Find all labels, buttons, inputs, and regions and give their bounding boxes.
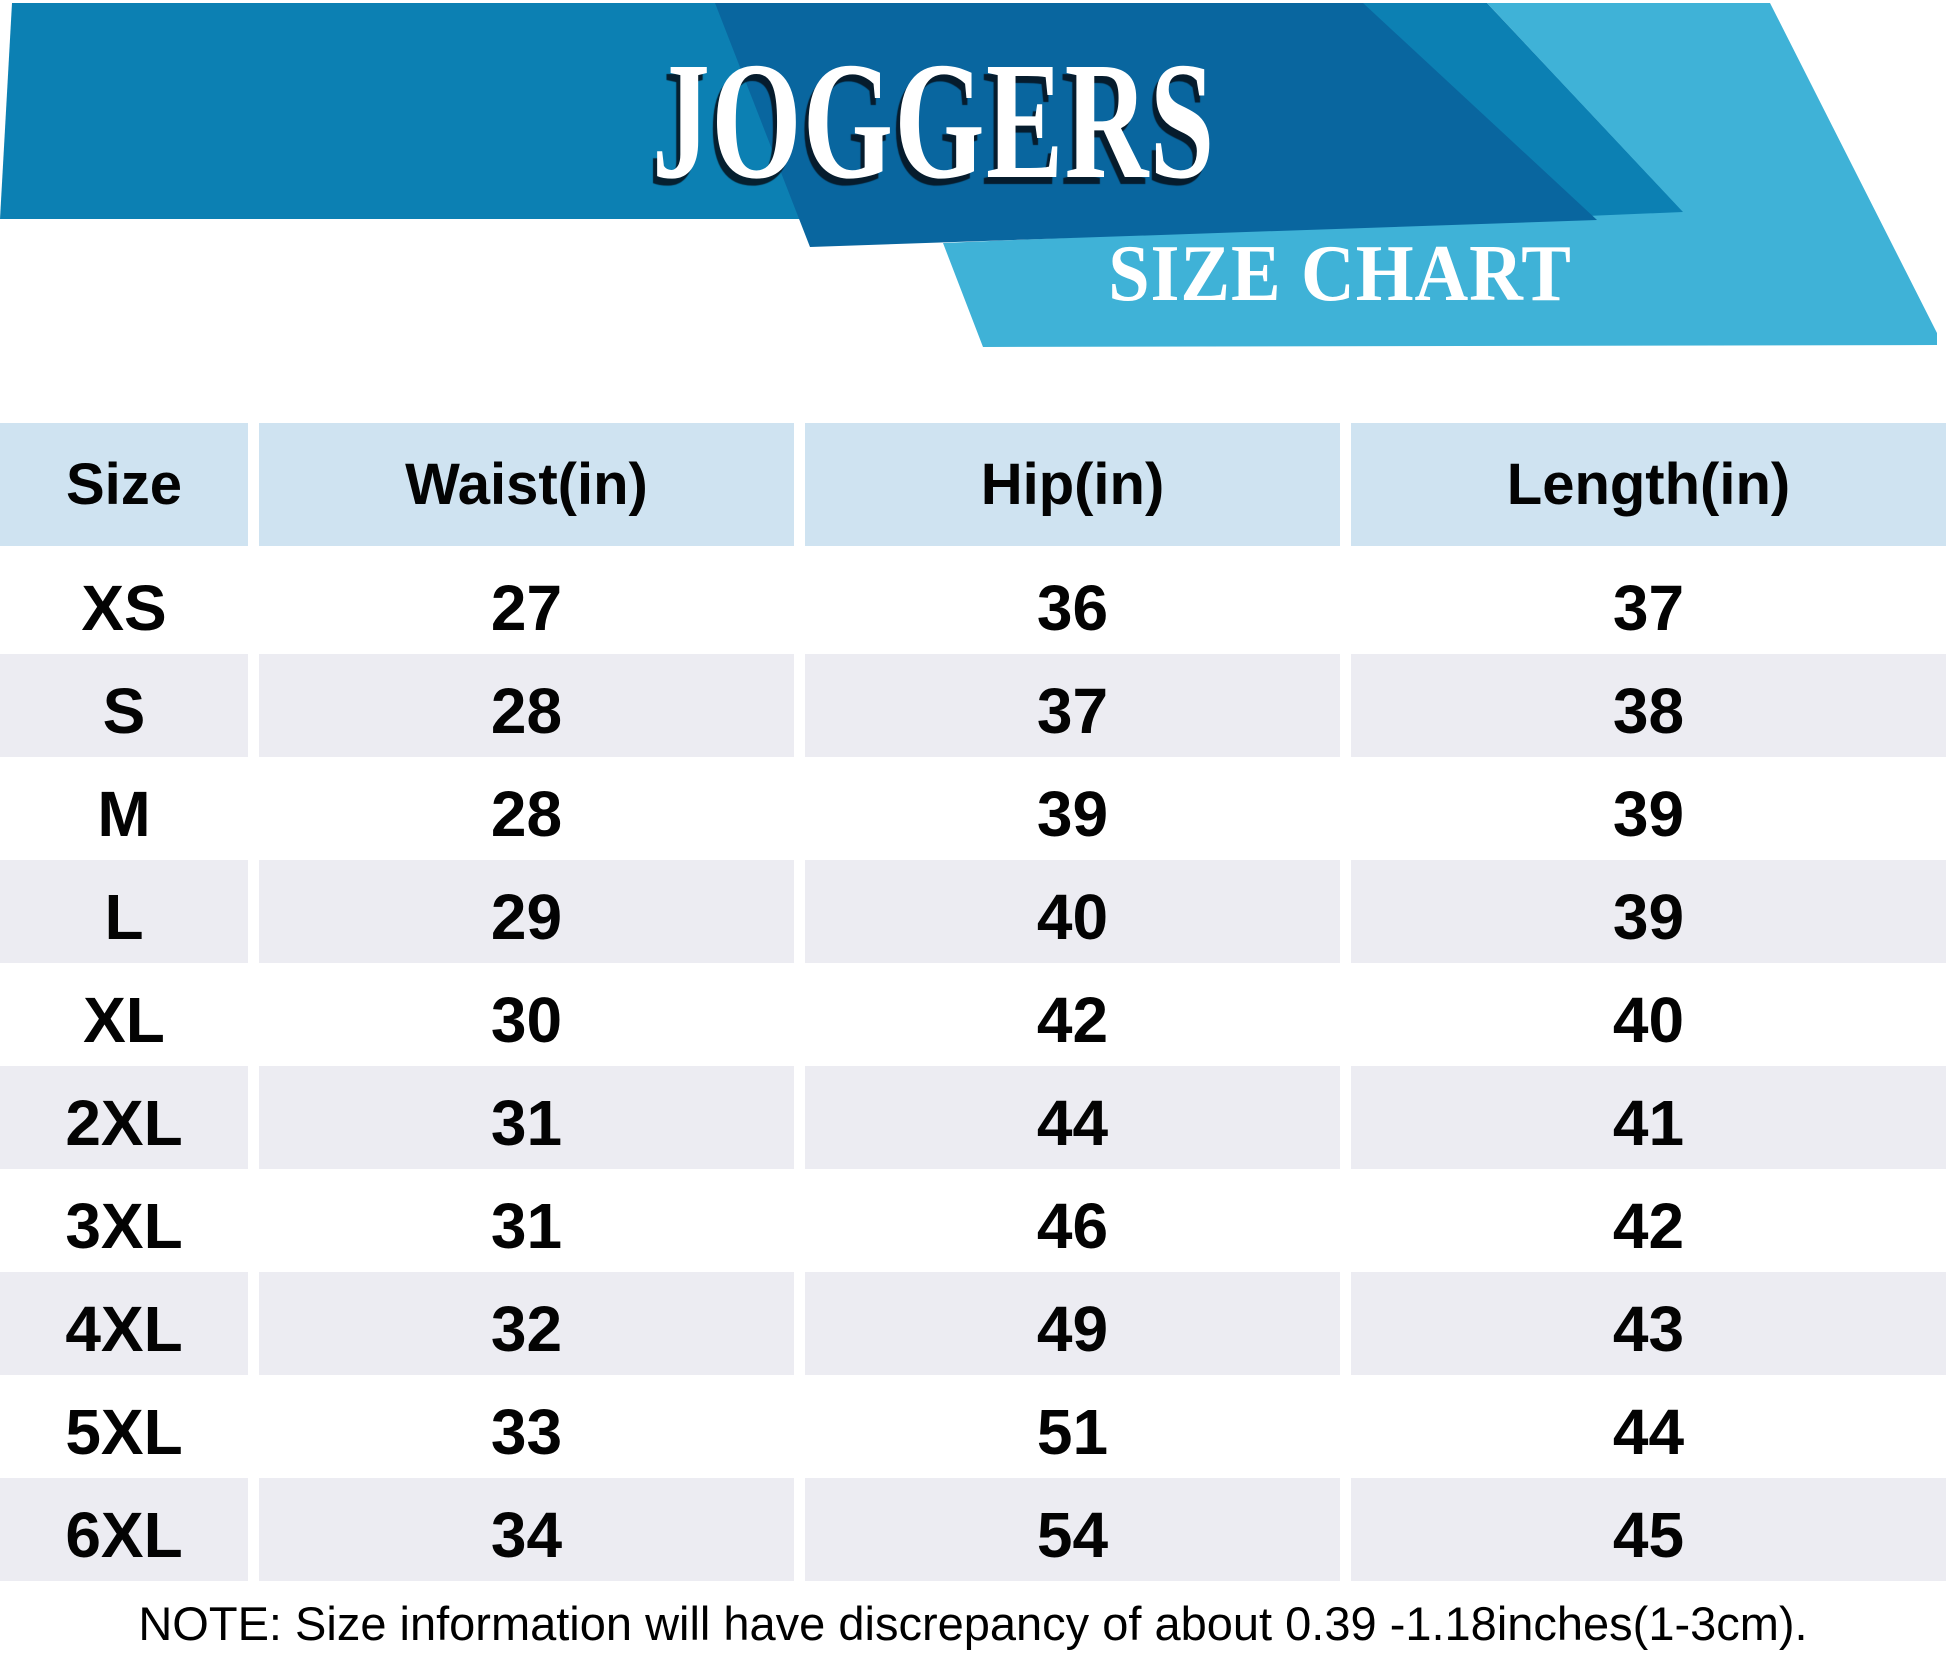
table-value-cell: 38 — [1351, 654, 1946, 757]
table-column-waistin: Waist(in) 27 28 28 29 30 31 31 32 33 34 — [259, 423, 794, 1581]
table-value-cell: 36 — [805, 551, 1340, 654]
size-label-cell: XL — [0, 963, 248, 1066]
table-column-lengthin: Length(in) 37 38 39 39 40 41 42 43 44 45 — [1351, 423, 1946, 1581]
table-column-hipin: Hip(in) 36 37 39 40 42 44 46 49 51 54 — [805, 423, 1340, 1581]
column-header: Length(in) — [1351, 423, 1946, 546]
table-value-cell: 27 — [259, 551, 794, 654]
table-value-cell: 44 — [1351, 1375, 1946, 1478]
page-subtitle: SIZE CHART — [1108, 230, 1572, 318]
table-value-cell: 28 — [259, 757, 794, 860]
size-label-cell: S — [0, 654, 248, 757]
table-value-cell: 54 — [805, 1478, 1340, 1581]
table-column-size: Size XS S M L XL 2XL 3XL 4XL 5XL 6XL — [0, 423, 248, 1581]
table-value-cell: 34 — [259, 1478, 794, 1581]
column-header: Size — [0, 423, 248, 546]
table-value-cell: 39 — [805, 757, 1340, 860]
table-value-cell: 33 — [259, 1375, 794, 1478]
size-label-cell: 6XL — [0, 1478, 248, 1581]
table-value-cell: 41 — [1351, 1066, 1946, 1169]
size-label-cell: M — [0, 757, 248, 860]
page-title: JOGGERS — [652, 28, 1216, 214]
table-value-cell: 31 — [259, 1169, 794, 1272]
table-value-cell: 39 — [1351, 860, 1946, 963]
table-value-cell: 40 — [805, 860, 1340, 963]
size-label-cell: XS — [0, 551, 248, 654]
table-value-cell: 37 — [805, 654, 1340, 757]
size-label-cell: 3XL — [0, 1169, 248, 1272]
table-value-cell: 28 — [259, 654, 794, 757]
table-value-cell: 42 — [805, 963, 1340, 1066]
table-value-cell: 43 — [1351, 1272, 1946, 1375]
size-table: Size XS S M L XL 2XL 3XL 4XL 5XL 6XL Waist(in) 27 28 2… — [0, 423, 1946, 1581]
size-label-cell: 5XL — [0, 1375, 248, 1478]
table-value-cell: 51 — [805, 1375, 1340, 1478]
note-text: NOTE: Size information will have discrep… — [138, 1597, 1808, 1650]
column-header: Hip(in) — [805, 423, 1340, 546]
table-value-cell: 42 — [1351, 1169, 1946, 1272]
table-value-cell: 31 — [259, 1066, 794, 1169]
size-label-cell: 4XL — [0, 1272, 248, 1375]
table-value-cell: 30 — [259, 963, 794, 1066]
column-header: Waist(in) — [259, 423, 794, 546]
size-label-cell: L — [0, 860, 248, 963]
table-value-cell: 45 — [1351, 1478, 1946, 1581]
table-value-cell: 46 — [805, 1169, 1340, 1272]
table-value-cell: 29 — [259, 860, 794, 963]
table-value-cell: 39 — [1351, 757, 1946, 860]
table-value-cell: 49 — [805, 1272, 1340, 1375]
table-value-cell: 37 — [1351, 551, 1946, 654]
table-value-cell: 40 — [1351, 963, 1946, 1066]
size-label-cell: 2XL — [0, 1066, 248, 1169]
table-value-cell: 44 — [805, 1066, 1340, 1169]
table-value-cell: 32 — [259, 1272, 794, 1375]
